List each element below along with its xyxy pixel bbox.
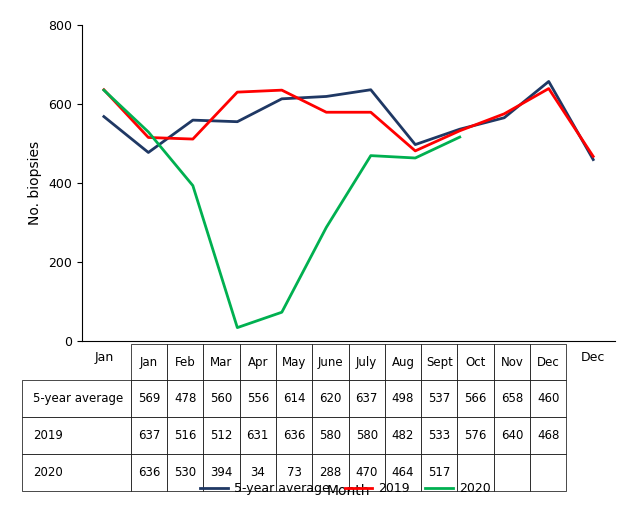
5-year average	[189, 117, 197, 123]
Line: 2019: 2019	[104, 89, 593, 156]
2020	[367, 153, 374, 159]
Text: Month: Month	[327, 484, 371, 498]
5-year average	[100, 114, 107, 120]
2019	[545, 86, 553, 92]
5-year average	[144, 150, 152, 156]
5-year average	[278, 96, 286, 102]
2019	[323, 109, 330, 116]
Line: 2020: 2020	[104, 90, 460, 328]
Y-axis label: No. biopsies: No. biopsies	[28, 141, 42, 225]
5-year average	[545, 78, 553, 84]
Line: 5-year average: 5-year average	[104, 81, 593, 160]
2019	[189, 136, 197, 142]
Legend: 5-year average, 2019, 2020: 5-year average, 2019, 2020	[195, 477, 495, 500]
5-year average	[411, 142, 419, 148]
2020	[189, 183, 197, 189]
2019	[100, 87, 107, 93]
2020	[234, 325, 241, 331]
5-year average	[501, 115, 508, 121]
2019	[501, 111, 508, 117]
2019	[590, 153, 597, 159]
5-year average	[367, 87, 374, 93]
5-year average	[323, 94, 330, 100]
2020	[411, 155, 419, 161]
2020	[456, 134, 463, 140]
2020	[278, 309, 286, 315]
2019	[234, 89, 241, 95]
2020	[144, 129, 152, 135]
2019	[456, 128, 463, 134]
2019	[367, 109, 374, 116]
2020	[100, 87, 107, 93]
2019	[144, 134, 152, 140]
2019	[411, 148, 419, 154]
2020	[323, 224, 330, 231]
5-year average	[456, 126, 463, 132]
5-year average	[590, 157, 597, 163]
5-year average	[234, 119, 241, 125]
2019	[278, 87, 286, 93]
